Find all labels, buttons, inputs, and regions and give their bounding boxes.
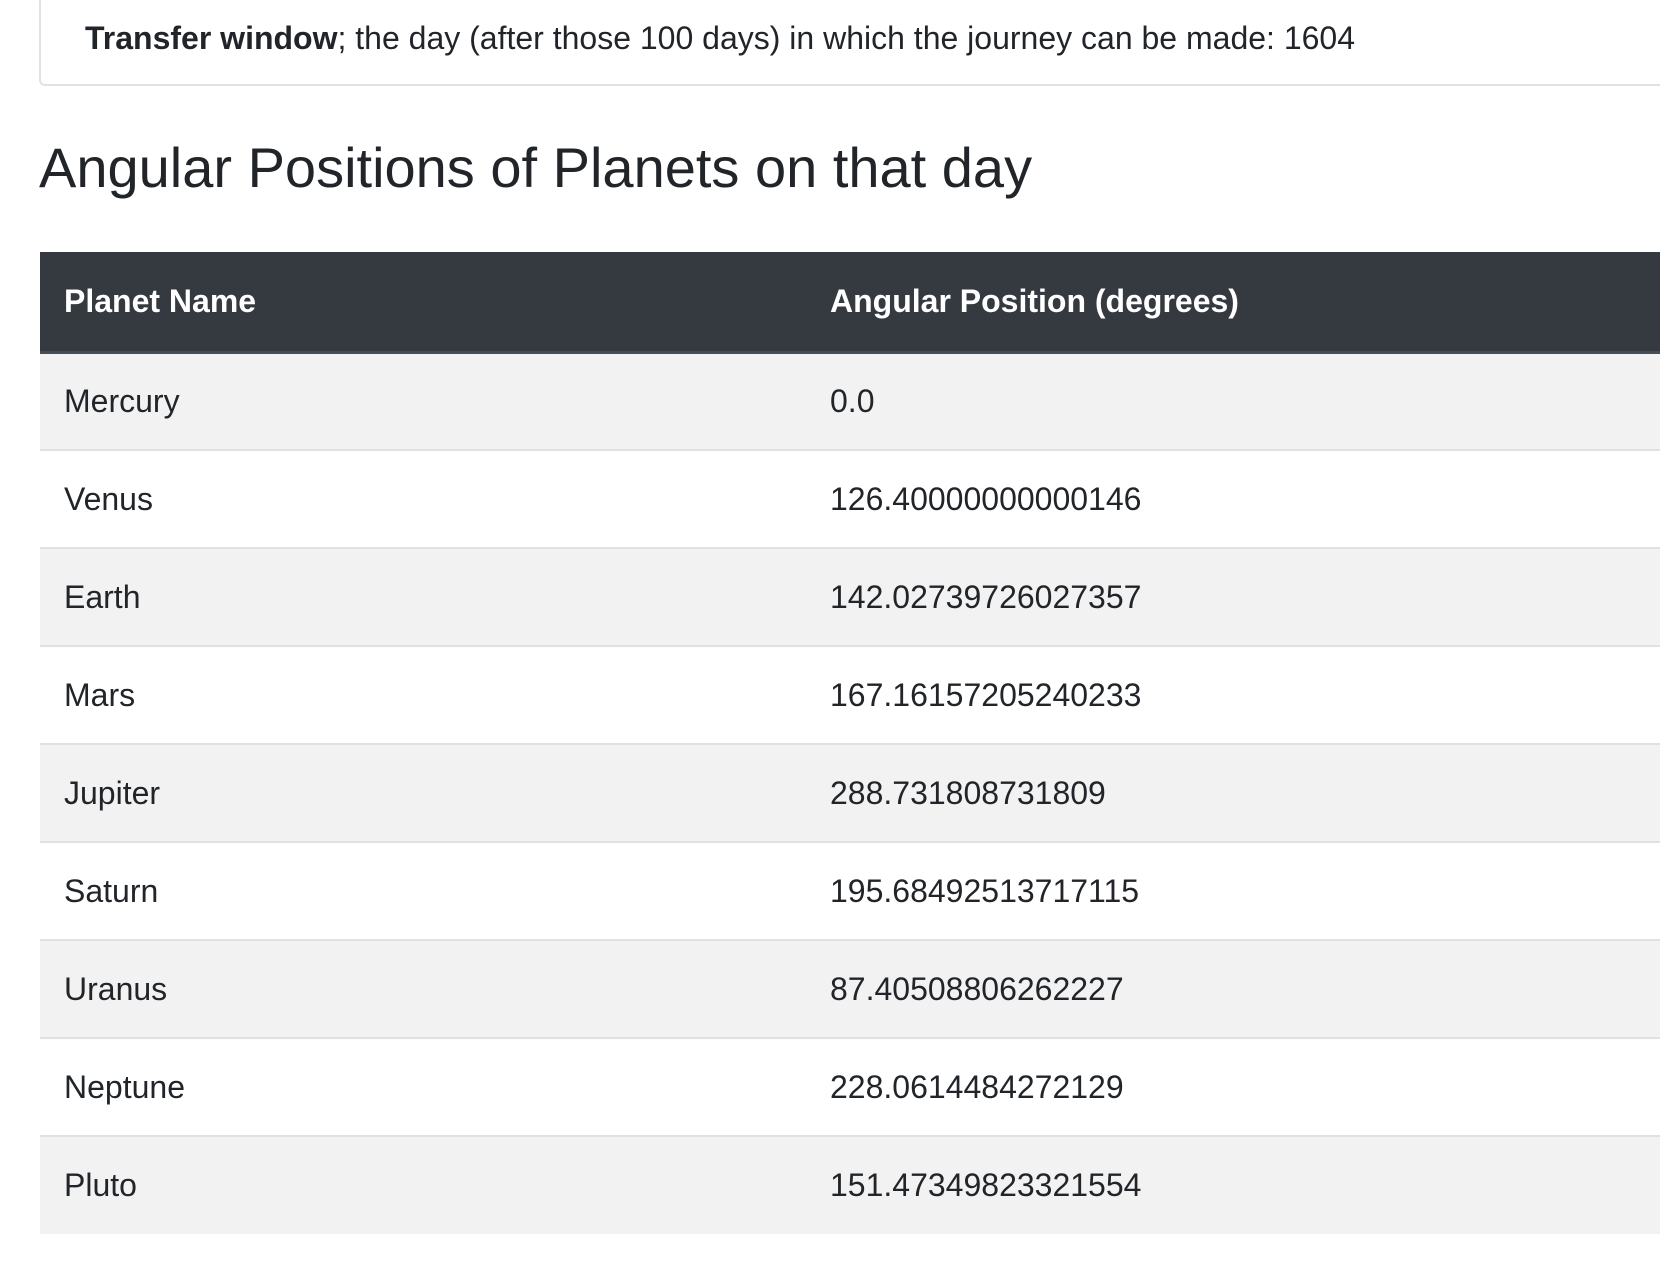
angular-position-cell: 0.0 [806, 352, 1660, 450]
angular-position-cell: 228.0614484272129 [806, 1037, 1660, 1136]
planet-positions-table: Planet Name Angular Position (degrees) M… [40, 252, 1660, 1234]
angular-position-cell: 288.731808731809 [806, 743, 1660, 842]
table-row: Mars 167.16157205240233 [40, 645, 1660, 744]
angular-position-cell: 167.16157205240233 [806, 645, 1660, 744]
table-row: Pluto 151.47349823321554 [40, 1135, 1660, 1234]
table-body: Mercury 0.0 Venus 126.40000000000146 Ear… [40, 352, 1660, 1234]
angular-position-cell: 142.02739726027357 [806, 547, 1660, 646]
transfer-window-text: Transfer window; the day (after those 10… [85, 18, 1355, 58]
table-row: Uranus 87.40508806262227 [40, 939, 1660, 1038]
table-row: Neptune 228.0614484272129 [40, 1037, 1660, 1136]
angular-position-cell: 126.40000000000146 [806, 449, 1660, 548]
planet-name-cell: Mercury [40, 352, 806, 450]
angular-position-cell: 87.40508806262227 [806, 939, 1660, 1038]
planet-name-cell: Mars [40, 645, 806, 744]
planet-name-cell: Saturn [40, 841, 806, 940]
column-header-planet-name: Planet Name [40, 252, 806, 354]
angular-position-cell: 151.47349823321554 [806, 1135, 1660, 1234]
table-row: Venus 126.40000000000146 [40, 449, 1660, 548]
table-header: Planet Name Angular Position (degrees) [40, 252, 1660, 354]
planet-name-cell: Uranus [40, 939, 806, 1038]
table-row: Jupiter 288.731808731809 [40, 743, 1660, 842]
transfer-window-card: Transfer window; the day (after those 10… [39, 0, 1660, 86]
planet-name-cell: Jupiter [40, 743, 806, 842]
table-header-row: Planet Name Angular Position (degrees) [40, 252, 1660, 354]
table-row: Mercury 0.0 [40, 352, 1660, 450]
column-header-angular-position: Angular Position (degrees) [806, 252, 1660, 354]
planet-name-cell: Venus [40, 449, 806, 548]
planet-name-cell: Earth [40, 547, 806, 646]
planet-positions-table-container: Planet Name Angular Position (degrees) M… [40, 252, 1660, 1234]
transfer-window-label: Transfer window [85, 20, 338, 56]
page-title: Angular Positions of Planets on that day [39, 136, 1033, 199]
planet-name-cell: Neptune [40, 1037, 806, 1136]
transfer-window-value: ; the day (after those 100 days) in whic… [337, 20, 1355, 56]
table-row: Saturn 195.68492513717115 [40, 841, 1660, 940]
table-row: Earth 142.02739726027357 [40, 547, 1660, 646]
angular-position-cell: 195.68492513717115 [806, 841, 1660, 940]
planet-name-cell: Pluto [40, 1135, 806, 1234]
